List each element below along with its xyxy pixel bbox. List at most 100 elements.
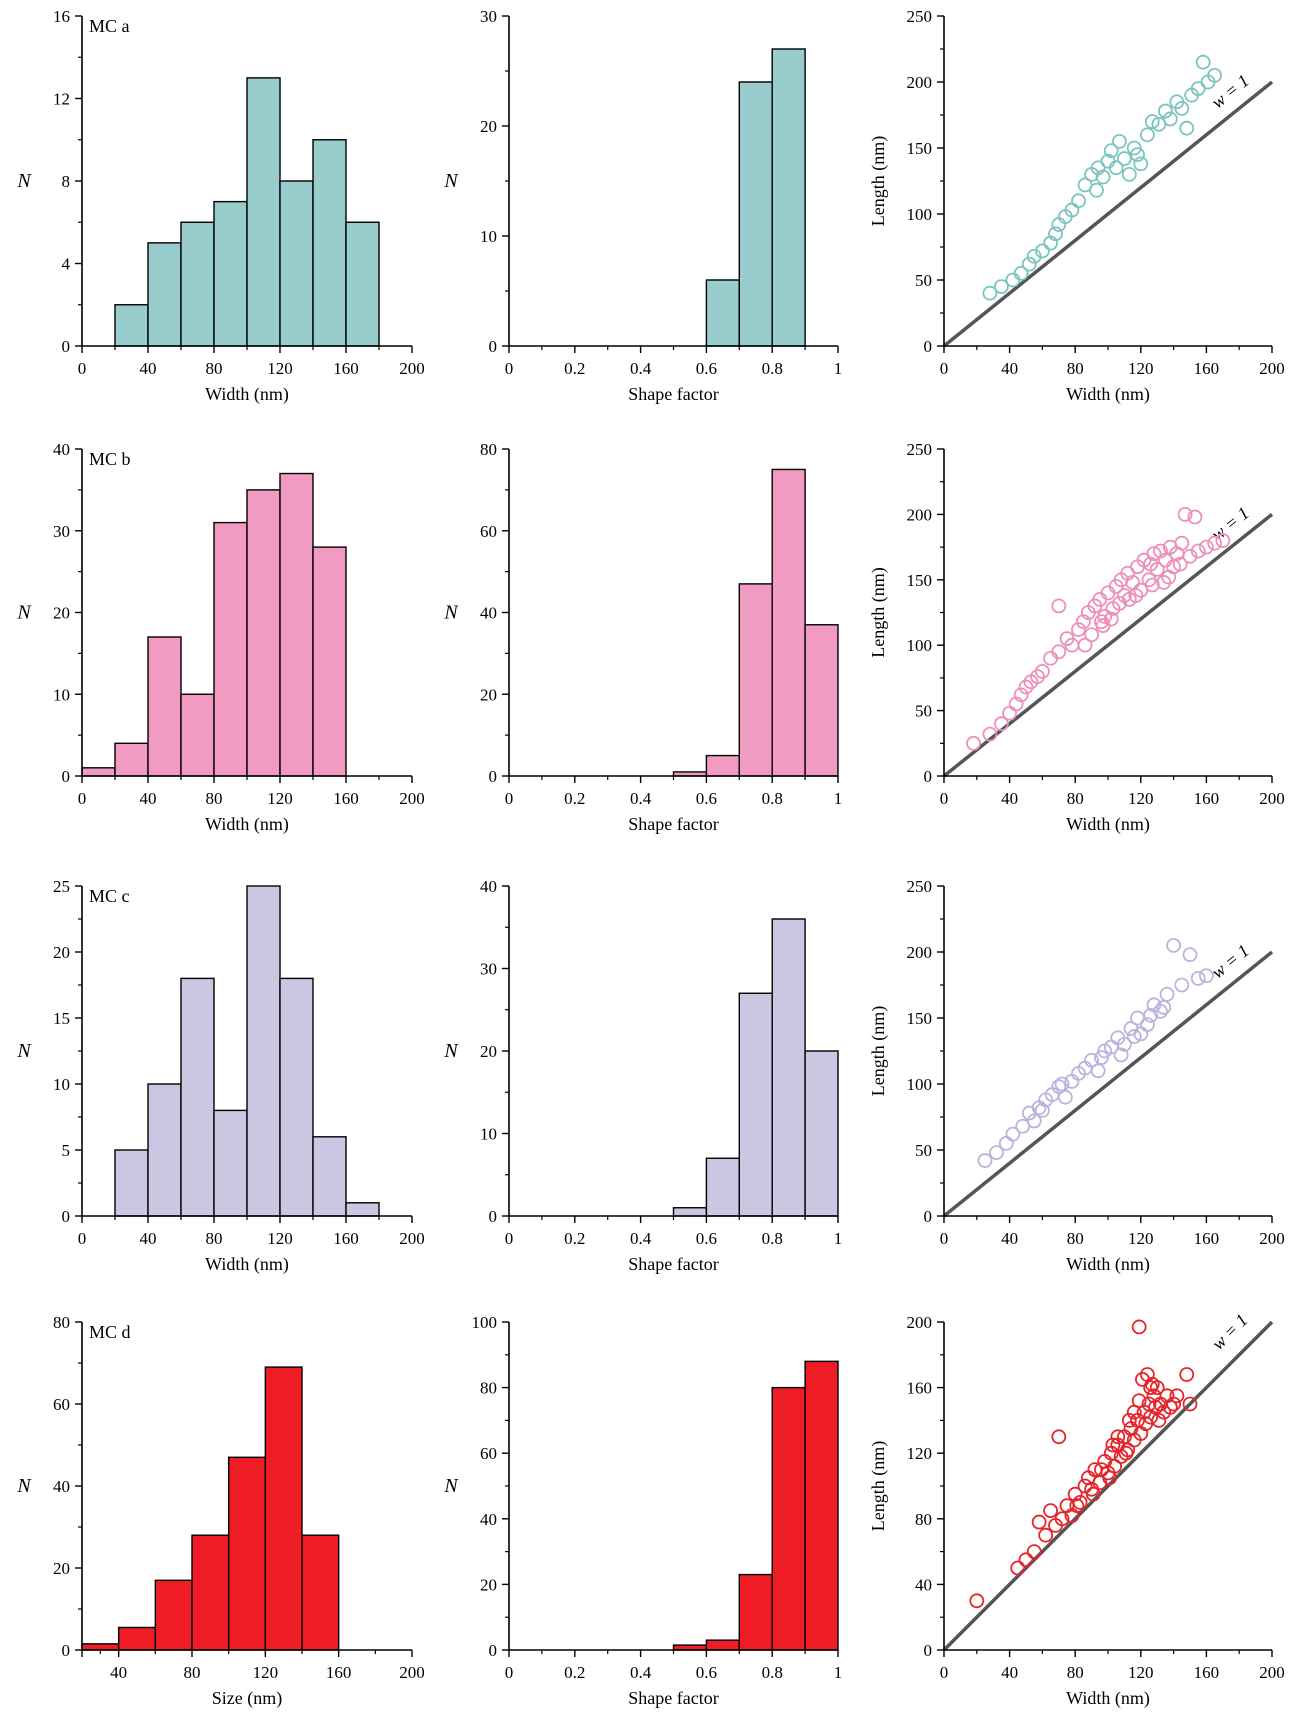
scatter-point	[1199, 968, 1214, 984]
histogram-bar	[213, 1109, 248, 1217]
scatter-point	[1153, 543, 1168, 559]
y-tick-label: 150	[907, 571, 933, 590]
x-tick-label: 0.6	[696, 1663, 717, 1682]
scatter-point	[1018, 679, 1034, 695]
histogram-bar	[81, 1643, 120, 1651]
x-tick-label: 0.6	[696, 1229, 717, 1248]
reference-line	[942, 80, 1274, 348]
histogram-bar	[213, 521, 248, 777]
y-tick-label: 0	[489, 1207, 498, 1226]
scatter-point	[1162, 111, 1178, 127]
scatter-point	[1131, 1319, 1147, 1335]
scatter-point	[1048, 1517, 1063, 1533]
y-tick-label: 200	[907, 505, 933, 524]
x-tick-label: 40	[140, 1229, 157, 1248]
y-tick-label: 80	[915, 1510, 932, 1529]
scatter-point	[1190, 971, 1206, 986]
scatter-point	[1051, 644, 1067, 660]
x-tick-label: 40	[110, 1663, 127, 1682]
y-tick-label: 20	[53, 604, 70, 623]
y-tick-label: 10	[480, 227, 497, 246]
histogram-bar	[804, 1050, 839, 1217]
y-axis-title: Length (nm)	[868, 567, 889, 657]
x-tick-label: 120	[1128, 1229, 1154, 1248]
scatter-point	[1158, 103, 1173, 119]
x-tick-label: 40	[1001, 789, 1018, 808]
scatter-point	[994, 716, 1009, 732]
y-axis-title: Length (nm)	[868, 1006, 889, 1096]
scatter-point	[1084, 627, 1099, 643]
scatter-point	[1126, 1029, 1142, 1044]
histogram-bar	[301, 1534, 340, 1651]
y-tick-label: 150	[907, 139, 933, 158]
x-tick-label: 80	[1067, 359, 1084, 378]
scatter-point	[1169, 1388, 1185, 1404]
scatter-point	[1054, 1076, 1070, 1092]
x-tick-label: 120	[267, 1229, 293, 1248]
x-tick-label: 0.8	[762, 1663, 783, 1682]
histogram-bar	[147, 1083, 182, 1217]
y-tick-label: 40	[480, 1510, 497, 1529]
scatter-point	[1139, 127, 1155, 143]
scatter-point	[1146, 546, 1162, 562]
y-tick-label: 60	[480, 522, 497, 541]
y-tick-label: 0	[489, 337, 498, 356]
scatter-point	[1090, 1063, 1106, 1079]
y-axis-title: Length (nm)	[868, 136, 889, 226]
x-tick-label: 0.2	[564, 789, 585, 808]
y-tick-label: 200	[907, 73, 933, 92]
y-axis-title: N	[443, 602, 459, 624]
scatter-point	[1100, 585, 1116, 601]
x-tick-label: 0.6	[696, 359, 717, 378]
scatter-point	[1143, 1380, 1159, 1395]
y-tick-label: 0	[924, 767, 933, 786]
scatter-point	[1021, 256, 1037, 272]
x-tick-label: 0.8	[762, 1229, 783, 1248]
x-axis-title: Width (nm)	[1066, 1254, 1150, 1275]
reference-line-label: w = 1	[1208, 503, 1253, 545]
scatter-point	[1121, 1413, 1137, 1428]
scatter-point	[1057, 1089, 1073, 1105]
histogram-bar	[771, 468, 806, 777]
scatter-point	[1043, 650, 1058, 666]
histogram-bar	[345, 1202, 380, 1217]
chart-panel-3: w = 1 0 50 100 150 200 250 0 40 80 120 160 200 Width …	[868, 7, 1285, 405]
y-tick-label: 120	[907, 1444, 933, 1463]
x-tick-label: 120	[267, 789, 293, 808]
x-axis-title: Shape factor	[628, 384, 718, 404]
scatter-point	[1043, 1503, 1058, 1518]
x-tick-label: 160	[333, 789, 359, 808]
x-tick-label: 160	[1194, 359, 1220, 378]
y-tick-label: 160	[907, 1379, 933, 1398]
y-tick-label: 40	[480, 877, 497, 896]
chart-panel-11: 0 20 40 60 80 100 0 0.2 0.4 0.6 0.8 1 Shape factor N	[443, 1313, 842, 1708]
y-tick-label: 20	[53, 943, 70, 962]
y-tick-label: 30	[53, 522, 70, 541]
scatter-point	[1105, 1437, 1121, 1453]
x-tick-label: 40	[1001, 359, 1018, 378]
x-tick-label: 0	[78, 359, 87, 378]
scatter-point	[1153, 1004, 1168, 1019]
y-tick-label: 80	[53, 1313, 70, 1332]
x-tick-label: 0	[940, 359, 949, 378]
scatter-point	[1013, 265, 1029, 281]
scatter-point	[1110, 1429, 1126, 1445]
y-tick-label: 10	[53, 685, 70, 704]
x-tick-label: 160	[326, 1663, 352, 1682]
x-tick-label: 1	[834, 1663, 843, 1682]
histogram-bar	[738, 1573, 773, 1651]
y-tick-label: 50	[915, 271, 932, 290]
scatter-point	[1071, 622, 1086, 637]
chart-panel-5: 0 20 40 60 80 0 0.2 0.4 0.6 0.8 1 Shape factor N	[443, 440, 842, 834]
x-tick-label: 200	[399, 1229, 425, 1248]
scatter-point	[1077, 637, 1093, 653]
x-tick-label: 0.2	[564, 1229, 585, 1248]
y-tick-label: 40	[480, 604, 497, 623]
histogram-bar	[180, 221, 215, 347]
panel-label: MC c	[89, 886, 130, 906]
x-axis-title: Shape factor	[628, 814, 718, 834]
scatter-point	[1130, 147, 1145, 163]
scatter-point	[1182, 947, 1198, 963]
scatter-point	[1190, 543, 1206, 559]
histogram-bar	[246, 885, 281, 1217]
